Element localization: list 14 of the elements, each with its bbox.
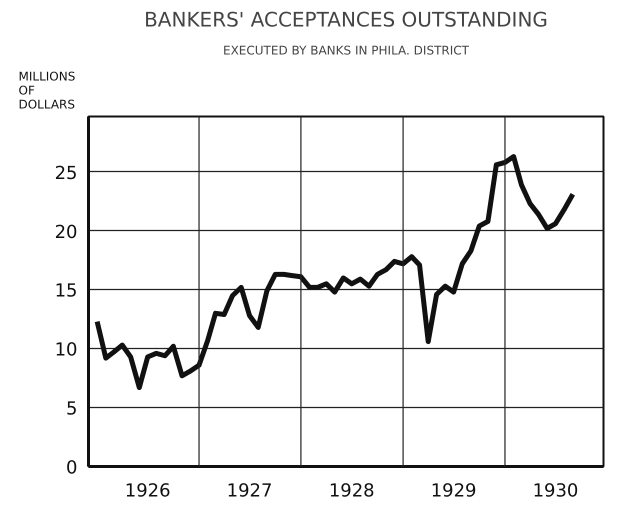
y-tick-label: 0 [66,458,78,478]
y-tick-label: 25 [54,162,78,184]
x-tick-label: 1930 [532,480,578,502]
y-tick-label: 15 [54,280,78,302]
y-tick-label: 20 [54,222,78,243]
y-tick-label: 10 [54,340,78,361]
chart-title: BANKERS' ACCEPTANCES OUTSTANDING [144,8,548,32]
y-tick-label: 5 [66,398,78,420]
x-tick-label: 1927 [226,480,272,502]
x-tick-label: 1929 [430,480,477,502]
chart-subtitle: EXECUTED BY BANKS IN PHILA. DISTRICT [223,44,470,58]
x-tick-label: 1928 [328,480,375,502]
y-axis-title: MILLIONS OF DOLLARS [18,70,76,112]
x-tick-label: 1926 [124,480,171,502]
